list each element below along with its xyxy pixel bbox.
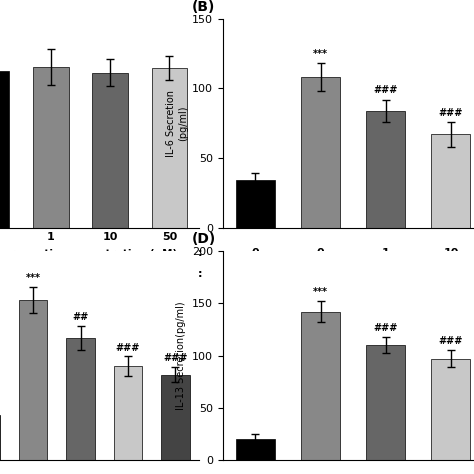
Text: ###: ### <box>439 336 463 346</box>
Text: 0: 0 <box>252 248 259 258</box>
Text: ###: ### <box>374 85 398 95</box>
Bar <box>301 312 340 460</box>
Bar <box>114 366 142 460</box>
Bar <box>366 345 405 460</box>
Text: ***: *** <box>313 287 328 297</box>
X-axis label: Amarogentin concentration (μM): Amarogentin concentration (μM) <box>0 249 177 259</box>
Text: -: - <box>253 269 258 279</box>
Text: ###: ### <box>163 354 188 364</box>
Text: ###: ### <box>439 108 463 118</box>
Bar <box>92 73 128 228</box>
Text: ***: *** <box>313 49 328 59</box>
Bar <box>236 439 275 460</box>
Bar <box>161 374 190 460</box>
Bar <box>66 338 95 460</box>
Text: (D): (D) <box>191 232 216 246</box>
Text: :: : <box>198 248 202 258</box>
Bar <box>236 180 275 228</box>
Text: (B): (B) <box>191 0 215 14</box>
Y-axis label: IL-13 Secretion(pg/ml): IL-13 Secretion(pg/ml) <box>176 301 186 410</box>
Text: ##: ## <box>73 312 89 322</box>
Y-axis label: IL-6 Secretion
(pg/ml): IL-6 Secretion (pg/ml) <box>166 90 188 157</box>
Bar <box>0 71 9 228</box>
Text: 10: 10 <box>443 248 458 258</box>
Bar <box>301 77 340 228</box>
Text: ###: ### <box>116 343 140 353</box>
Bar <box>431 359 470 460</box>
Text: AMA (μM): AMA (μM) <box>246 296 304 306</box>
Bar <box>33 67 69 228</box>
Text: +: + <box>381 269 391 279</box>
Text: ***: *** <box>26 273 41 283</box>
Bar <box>19 300 47 460</box>
Bar <box>152 68 187 228</box>
Text: :: : <box>198 269 202 279</box>
Text: 0: 0 <box>317 248 324 258</box>
Text: +: + <box>316 269 325 279</box>
Bar <box>431 134 470 228</box>
Bar <box>366 111 405 228</box>
Text: TNF-α (10: TNF-α (10 <box>382 296 439 306</box>
Text: +: + <box>446 269 456 279</box>
Text: ###: ### <box>374 323 398 333</box>
Text: 1: 1 <box>382 248 390 258</box>
